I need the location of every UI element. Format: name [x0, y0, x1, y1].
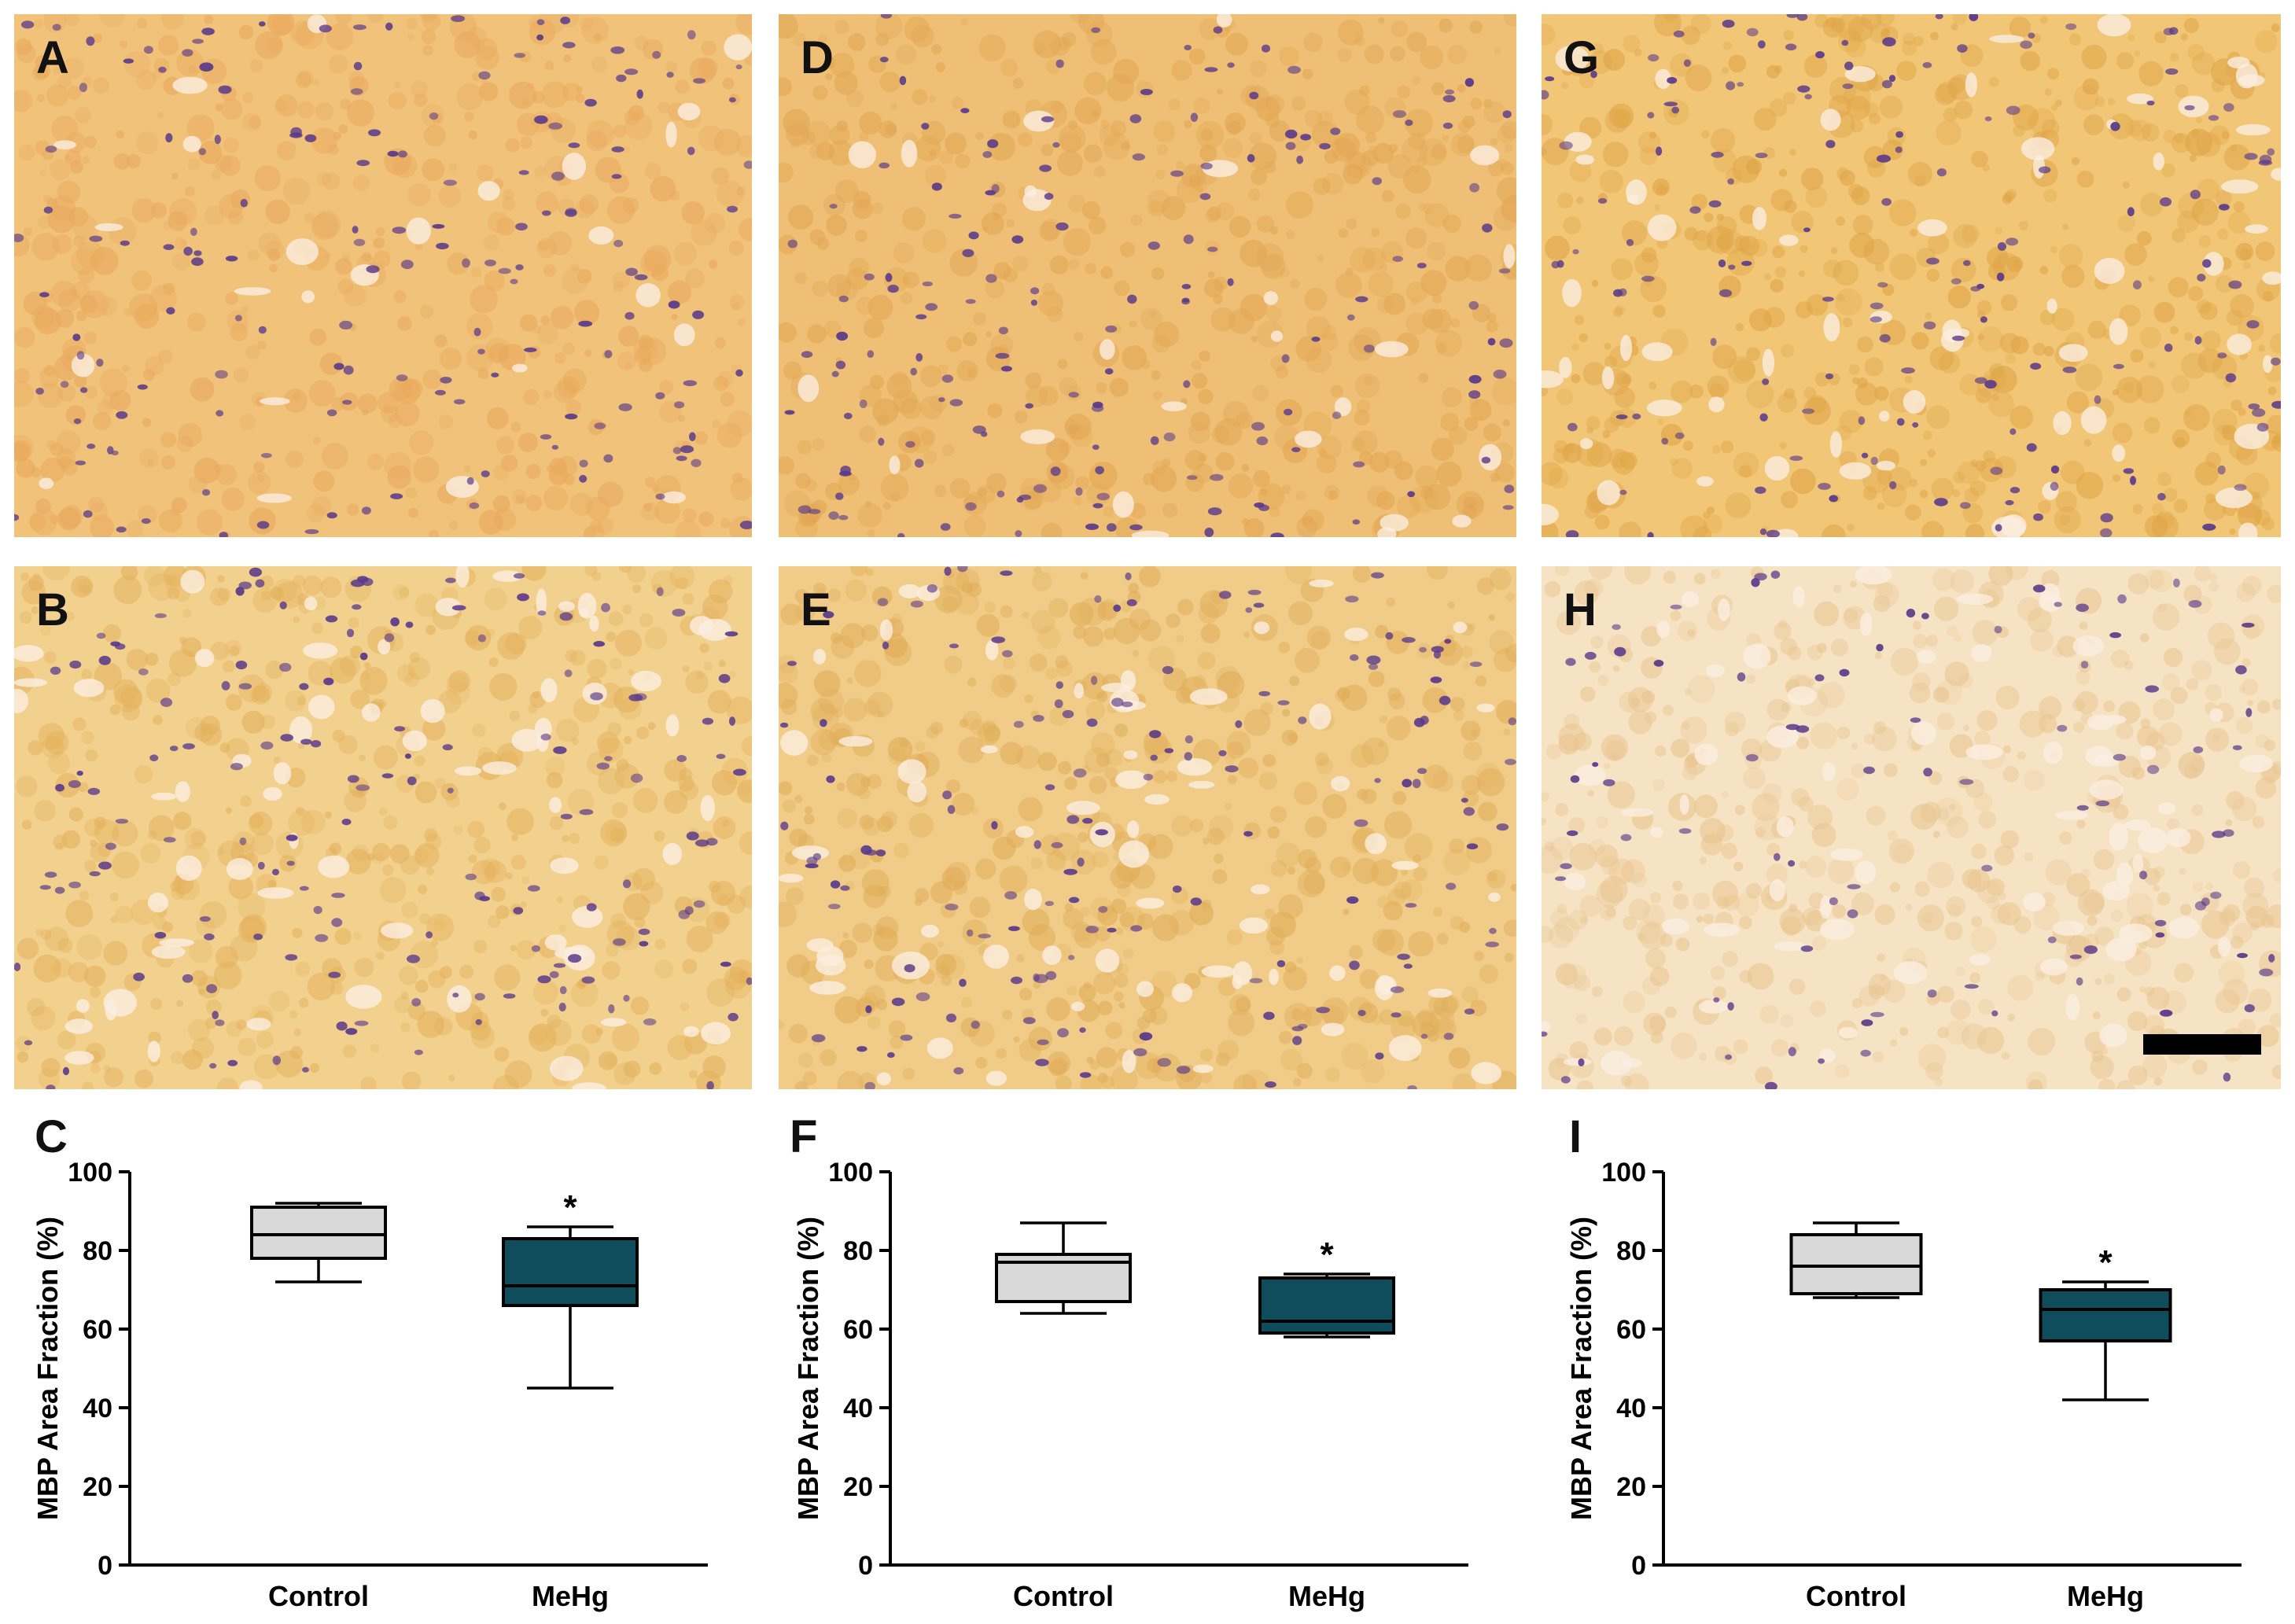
chart-c: C 0 20 40 60 80 100 MBP Area Fraction (%) Contr… [0, 1101, 764, 1620]
micrograph-d-image [779, 14, 1516, 537]
box-control [250, 1202, 387, 1283]
y-tick-label: 0 [1631, 1551, 1646, 1581]
y-axis-label: MBP Area Fraction (%) [1565, 1217, 1597, 1520]
y-axis-label: MBP Area Fraction (%) [31, 1217, 64, 1520]
vacuoles [798, 14, 1516, 537]
significance-marker: * [563, 1188, 577, 1227]
micrograph-b: B [14, 566, 752, 1089]
nuclei [14, 15, 752, 537]
y-tick-label: 100 [68, 1158, 112, 1188]
y-tick-label: 100 [828, 1158, 873, 1188]
micrograph-h-image [1542, 566, 2281, 1089]
panel-label-h: H [1564, 584, 1597, 635]
stain-texture [14, 14, 752, 537]
significance-marker: * [2098, 1243, 2113, 1282]
y-axis-label: MBP Area Fraction (%) [792, 1217, 824, 1520]
box-control [1789, 1221, 1923, 1299]
panel-label-a: A [36, 32, 69, 83]
panel-label-e: E [801, 584, 831, 635]
y-tick-label: 80 [843, 1236, 873, 1266]
x-tick-label: MeHg [2067, 1580, 2144, 1612]
panel-label-i: I [1569, 1111, 1582, 1162]
y-tick-label: 40 [843, 1394, 873, 1423]
micrograph-e: E [779, 566, 1516, 1089]
chart-f: F 0 20 40 60 80 100 MBP Area Fraction (%) Contr… [764, 1101, 1530, 1620]
nuclei [1542, 570, 2275, 1089]
panel-label-c: C [35, 1111, 68, 1162]
y-tick-label: 0 [858, 1551, 873, 1581]
y-tick-label: 40 [83, 1394, 112, 1423]
x-tick-label: Control [1806, 1580, 1906, 1612]
significance-marker: * [1320, 1235, 1334, 1274]
nuclei [779, 566, 1516, 1089]
y-tick-label: 80 [83, 1236, 112, 1266]
nuclei [14, 567, 752, 1089]
x-tick-label: Control [1013, 1580, 1114, 1612]
vacuoles [14, 566, 731, 1089]
micrograph-h: H [1542, 566, 2281, 1089]
stain-texture [14, 566, 752, 1089]
box-iqr [1258, 1276, 1395, 1335]
micrograph-b-image [14, 566, 752, 1089]
y-tick-label: 20 [843, 1472, 873, 1502]
micrograph-a: A [14, 14, 752, 537]
nuclei [1542, 14, 2281, 537]
nuclei [784, 14, 1515, 537]
y-tick-label: 60 [83, 1315, 112, 1345]
box-mehg: * [2039, 1243, 2172, 1401]
x-tick-label: MeHg [1288, 1580, 1365, 1612]
vacuoles [1542, 14, 2281, 537]
y-tick-label: 60 [1616, 1315, 1646, 1345]
y-tick-label: 100 [1601, 1158, 1646, 1188]
stain-texture [779, 14, 1516, 537]
vacuoles [779, 579, 1501, 1086]
panel-label-b: B [36, 584, 69, 635]
x-tick-label: MeHg [532, 1580, 609, 1612]
y-tick-label: 0 [98, 1551, 112, 1581]
y-tick-label: 20 [83, 1472, 112, 1502]
box-mehg: * [1258, 1235, 1395, 1339]
micrograph-a-image [14, 14, 752, 537]
box-iqr [250, 1206, 387, 1260]
panel-label-g: G [1564, 32, 1600, 83]
micrograph-g-image [1542, 14, 2281, 537]
panel-label-d: D [801, 32, 834, 83]
micrograph-e-image [779, 566, 1516, 1089]
box-iqr [2039, 1288, 2172, 1342]
y-tick-label: 60 [843, 1315, 873, 1345]
y-tick-label: 20 [1616, 1472, 1646, 1502]
box-mehg: * [502, 1188, 639, 1390]
micrograph-g: G [1542, 14, 2281, 537]
panel-label-f: F [790, 1111, 818, 1162]
scale-bar [2143, 1034, 2261, 1055]
box-iqr [502, 1237, 639, 1307]
box-iqr [1789, 1233, 1923, 1295]
vacuoles [39, 14, 752, 504]
x-tick-label: Control [268, 1580, 369, 1612]
chart-i: I 0 20 40 60 80 100 MBP Area Fraction (%) Contr… [1530, 1101, 2295, 1620]
box-control [995, 1221, 1132, 1315]
y-tick-label: 80 [1616, 1236, 1646, 1266]
micrograph-d: D [779, 14, 1516, 537]
y-tick-label: 40 [1616, 1394, 1646, 1423]
